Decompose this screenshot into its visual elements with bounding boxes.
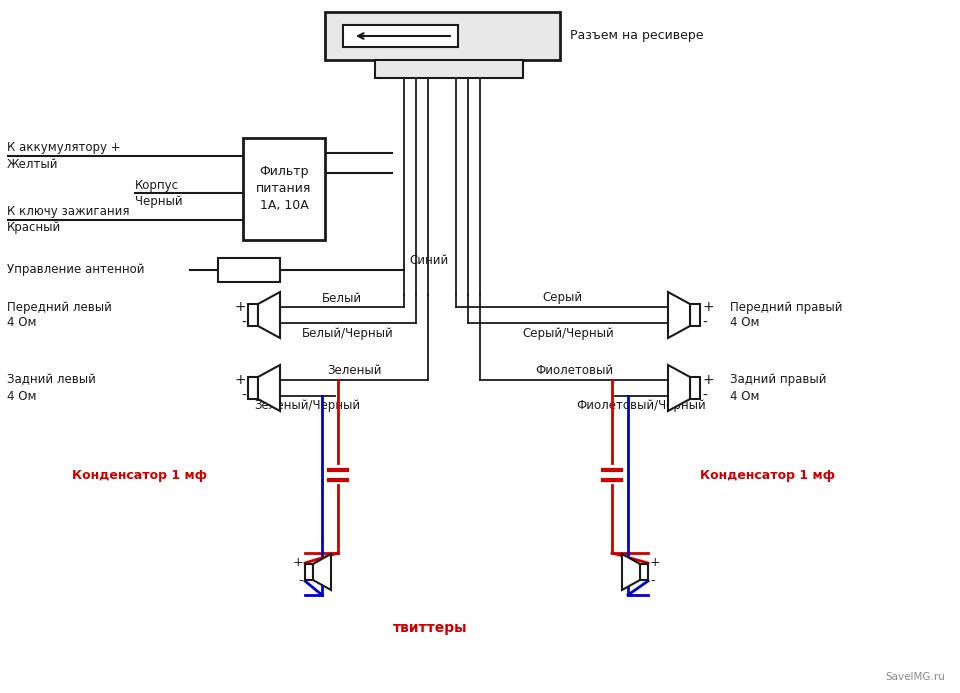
Text: Задний правый: Задний правый — [730, 374, 827, 387]
Polygon shape — [258, 365, 280, 411]
Text: Черный: Черный — [135, 195, 182, 207]
Text: Конденсатор 1 мф: Конденсатор 1 мф — [72, 468, 207, 482]
Text: +: + — [702, 373, 713, 387]
Bar — [690, 377, 700, 399]
Text: Передний правый: Передний правый — [730, 301, 843, 313]
Bar — [305, 564, 313, 580]
Bar — [343, 25, 458, 47]
Text: -: - — [241, 389, 246, 403]
Text: Фиолетовый/Черный: Фиолетовый/Черный — [577, 399, 707, 412]
Text: -: - — [702, 316, 707, 330]
Text: Передний левый: Передний левый — [7, 301, 112, 313]
Text: +: + — [702, 300, 713, 314]
Text: Зеленый/Черный: Зеленый/Черный — [254, 399, 361, 412]
Text: твиттеры: твиттеры — [393, 621, 468, 635]
Text: +: + — [234, 373, 246, 387]
Text: 0,5А: 0,5А — [236, 263, 262, 277]
Text: Серый/Черный: Серый/Черный — [522, 326, 613, 340]
Text: Корпус: Корпус — [135, 179, 179, 191]
Bar — [375, 60, 523, 78]
Text: -: - — [702, 389, 707, 403]
Text: К ключу зажигания: К ключу зажигания — [7, 206, 130, 218]
Text: Фильтр
питания
1А, 10А: Фильтр питания 1А, 10А — [256, 166, 312, 213]
Text: +: + — [234, 300, 246, 314]
Bar — [248, 377, 258, 399]
Text: Конденсатор 1 мф: Конденсатор 1 мф — [700, 468, 835, 482]
Polygon shape — [622, 554, 640, 590]
Text: +: + — [650, 556, 660, 570]
Text: -: - — [241, 316, 246, 330]
Text: +: + — [293, 556, 303, 570]
Text: 4 Ом: 4 Ом — [730, 389, 759, 403]
Text: Задний левый: Задний левый — [7, 374, 96, 387]
Polygon shape — [668, 292, 690, 338]
Text: Управление антенной: Управление антенной — [7, 263, 145, 277]
Text: 4 Ом: 4 Ом — [7, 317, 36, 329]
Text: Разъем на ресивере: Разъем на ресивере — [570, 30, 704, 42]
Text: К аккумулятору +: К аккумулятору + — [7, 141, 121, 155]
Text: SaveIMG.ru: SaveIMG.ru — [885, 672, 945, 682]
Bar — [243, 138, 325, 240]
Bar — [640, 564, 648, 580]
Polygon shape — [258, 292, 280, 338]
Bar — [690, 304, 700, 326]
Text: Белый: Белый — [322, 292, 362, 304]
Polygon shape — [313, 554, 331, 590]
Text: 4 Ом: 4 Ом — [730, 317, 759, 329]
Text: Серый: Серый — [542, 292, 582, 304]
Text: Белый/Черный: Белый/Черный — [302, 326, 394, 340]
Bar — [325, 12, 560, 60]
Text: -: - — [299, 574, 303, 588]
Bar — [248, 304, 258, 326]
Text: Зеленый: Зеленый — [326, 365, 381, 378]
Text: Желтый: Желтый — [7, 157, 59, 170]
Text: -: - — [650, 574, 655, 588]
Bar — [218, 258, 280, 282]
Text: 4 Ом: 4 Ом — [7, 389, 36, 403]
Polygon shape — [668, 365, 690, 411]
Text: Фиолетовый: Фиолетовый — [535, 365, 613, 378]
Text: Красный: Красный — [7, 220, 61, 234]
Text: Синий: Синий — [409, 254, 448, 267]
